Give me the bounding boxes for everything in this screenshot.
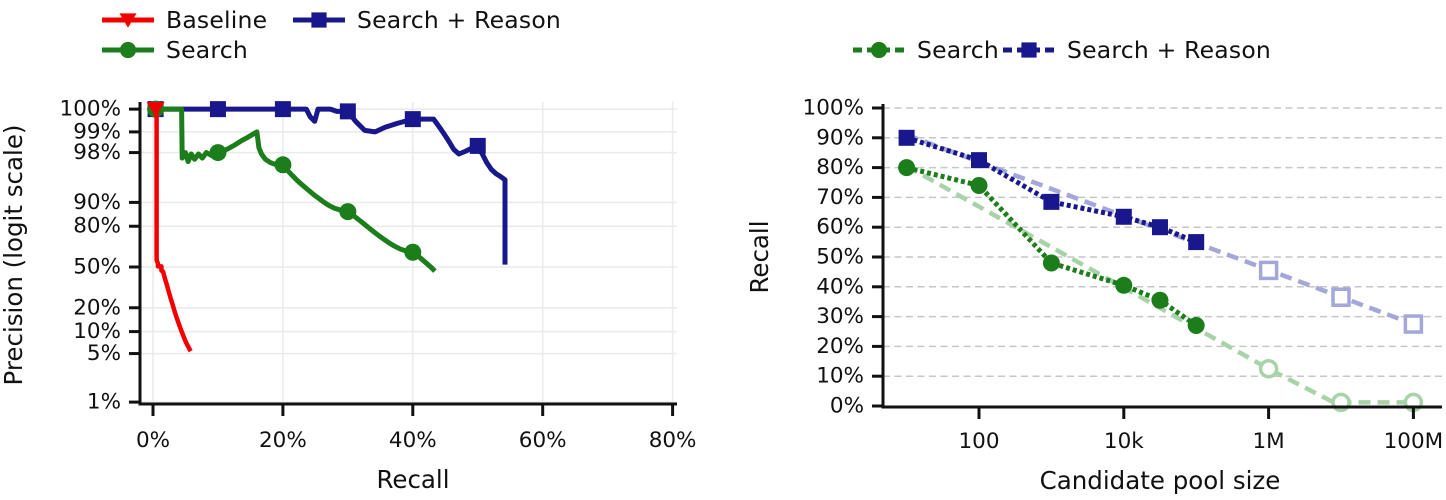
y-tick-label: 1% [87, 390, 121, 415]
series-baseline [146, 102, 193, 353]
x-tick-label: 60% [519, 428, 567, 453]
triangle-down-marker [146, 102, 165, 118]
legend-swatch [293, 12, 345, 28]
square-marker [898, 129, 915, 146]
legend-swatch [102, 13, 154, 28]
circle-marker [898, 159, 916, 177]
y-tick-label: 5% [87, 341, 121, 366]
legend-label: Search [917, 36, 999, 64]
y-tick-label: 10% [73, 319, 121, 344]
legend-label: Baseline [166, 6, 268, 34]
legend-swatch [853, 41, 905, 59]
square-marker [1188, 234, 1205, 251]
square-marker [1115, 208, 1132, 225]
y-tick-label: 100% [803, 96, 864, 121]
series-search-reason [898, 129, 1205, 251]
y-tick-label: 90% [73, 190, 121, 215]
y-tick-label: 20% [73, 295, 121, 320]
circle-marker [1042, 254, 1060, 272]
circle-marker [1187, 317, 1205, 335]
open-square-marker [1331, 287, 1351, 307]
y-tick-label: 80% [73, 214, 121, 239]
triangle-down-marker [119, 13, 137, 28]
legend-swatch [1003, 42, 1055, 58]
x-tick-label: 100M [1384, 429, 1444, 454]
circle-marker [274, 156, 292, 174]
circle-marker [119, 41, 137, 59]
y-axis-label-precision: Precision (logit scale) [0, 125, 28, 386]
open-circle-marker [1258, 359, 1279, 379]
axes: 100%99%98%90%80%50%20%10%5%1%0% 20% 40% 60%… [60, 97, 697, 453]
y-tick-label: 60% [816, 215, 864, 240]
x-tick-label: 10k [1104, 429, 1144, 454]
x-tick-label: 1M [1252, 429, 1284, 454]
legend-item-search: Search [851, 36, 999, 64]
y-tick-label: 10% [816, 364, 864, 389]
y-tick-label: 30% [816, 304, 864, 329]
y-tick-label: 50% [816, 245, 864, 270]
square-marker [1021, 42, 1037, 58]
y-axis-label-recall: Recall [745, 220, 774, 293]
series-search [147, 100, 437, 273]
circle-marker [1115, 276, 1133, 294]
circle-marker [970, 176, 988, 194]
y-tick-label: 50% [73, 255, 121, 280]
circle-marker [870, 41, 888, 59]
x-tick-label: 20% [259, 428, 307, 453]
x-tick-label: 80% [649, 428, 697, 453]
x-tick-label: 0% [136, 428, 170, 453]
y-tick-label: 40% [816, 274, 864, 299]
x-tick-label: 100 [958, 429, 999, 454]
series-search [898, 159, 1205, 335]
circle-marker [1151, 291, 1169, 309]
axes: 0% 10% 20% 30% 40% 50% 60% 70% 80% 90% 100% 100 10k 1… [803, 96, 1444, 455]
x-axis-label-recall: Recall [376, 465, 449, 494]
legend-swatch [102, 41, 154, 59]
square-marker [339, 103, 356, 120]
square-marker [1151, 219, 1168, 236]
y-tick-label: 100% [60, 97, 121, 122]
precision-recall-plot-area: 100%99%98%90%80%50%20%10%5%1%0% 20% 40% 60%… [60, 97, 697, 453]
y-tick-label: 99% [73, 119, 121, 144]
circle-marker [339, 203, 357, 221]
square-marker [209, 101, 226, 118]
square-marker [469, 137, 486, 154]
square-marker [274, 101, 291, 118]
x-axis-label-pool-size: Candidate pool size [1040, 466, 1281, 495]
y-tick-label: 0% [830, 394, 864, 419]
square-marker [971, 152, 987, 169]
x-tick-label: 40% [389, 428, 437, 453]
circle-marker [404, 243, 422, 261]
legend-item-search-reason: Search + Reason [1001, 36, 1272, 64]
y-tick-label: 20% [816, 334, 864, 359]
legend-label: Search [166, 36, 248, 64]
open-square-marker [1403, 314, 1424, 334]
y-tick-label: 80% [816, 155, 864, 180]
legend-label: Search + Reason [1067, 36, 1272, 64]
square-marker [1043, 193, 1060, 210]
square-marker [311, 12, 327, 28]
y-tick-label: 98% [73, 140, 121, 165]
open-square-marker [1258, 260, 1279, 281]
y-tick-label: 70% [816, 185, 864, 210]
y-tick-label: 90% [816, 125, 864, 150]
gridlines [883, 107, 1442, 377]
recall-vs-pool-plot-area: 0% 10% 20% 30% 40% 50% 60% 70% 80% 90% 100% 100 10k 1… [803, 96, 1444, 455]
legend-label: Search + Reason [357, 6, 562, 34]
legend-item-search: Search [100, 36, 248, 64]
circle-marker [209, 144, 227, 162]
legend-item-baseline: Baseline [100, 6, 268, 34]
legend-item-search-reason: Search + Reason [291, 6, 562, 34]
square-marker [404, 111, 421, 128]
